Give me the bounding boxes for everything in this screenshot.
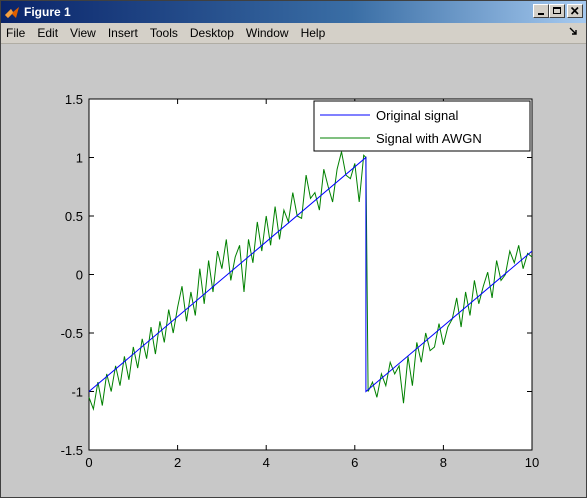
menu-view[interactable]: View xyxy=(70,26,96,40)
menu-help[interactable]: Help xyxy=(300,26,326,40)
series-line-original-signal xyxy=(88,156,533,393)
x-tick-label: 6 xyxy=(351,455,358,470)
close-icon[interactable] xyxy=(567,4,583,18)
y-tick-label: -1.5 xyxy=(61,443,83,458)
series-line-signal-with-awgn xyxy=(88,151,533,412)
minimize-icon[interactable] xyxy=(533,4,549,18)
y-tick-label: 0.5 xyxy=(65,209,83,224)
menu-edit[interactable]: Edit xyxy=(37,26,59,40)
legend-label: Original signal xyxy=(376,108,458,123)
x-tick-label: 0 xyxy=(85,455,92,470)
axes-background xyxy=(88,98,533,451)
y-tick-label: 0 xyxy=(76,268,83,283)
maximize-icon[interactable] xyxy=(549,4,565,18)
menu-insert[interactable]: Insert xyxy=(107,26,138,40)
menu-tools[interactable]: Tools xyxy=(149,26,178,40)
x-tick-label: 8 xyxy=(440,455,447,470)
menu-file[interactable]: File xyxy=(6,26,26,40)
figure-canvas: 0 2 4 6 8 10 1.5 1 0.5 0 -0.5 -1 -1.5 Original signa… xyxy=(1,44,586,497)
dock-arrow-icon[interactable] xyxy=(568,26,578,38)
x-tick-label: 4 xyxy=(263,455,270,470)
menu-window[interactable]: Window xyxy=(245,26,289,40)
y-tick-label: 1 xyxy=(76,151,83,166)
matlab-icon xyxy=(5,7,19,18)
chart: 0 2 4 6 8 10 1.5 1 0.5 0 -0.5 -1 -1.5 Original signa… xyxy=(61,92,540,470)
x-tick-label: 2 xyxy=(174,455,181,470)
y-tick-label: 1.5 xyxy=(65,92,83,107)
y-tick-label: -1 xyxy=(71,385,83,400)
window-title: Figure 1 xyxy=(24,5,71,19)
title-bar[interactable]: Figure 1 xyxy=(1,1,586,23)
legend-label: Signal with AWGN xyxy=(376,131,482,146)
x-tick-label: 10 xyxy=(525,455,539,470)
menu-desktop[interactable]: Desktop xyxy=(189,26,234,40)
menu-bar: File Edit View Insert Tools Desktop Wind… xyxy=(1,23,586,44)
legend-box[interactable] xyxy=(313,100,531,152)
y-tick-label: -0.5 xyxy=(61,326,83,341)
window-controls xyxy=(533,4,583,18)
